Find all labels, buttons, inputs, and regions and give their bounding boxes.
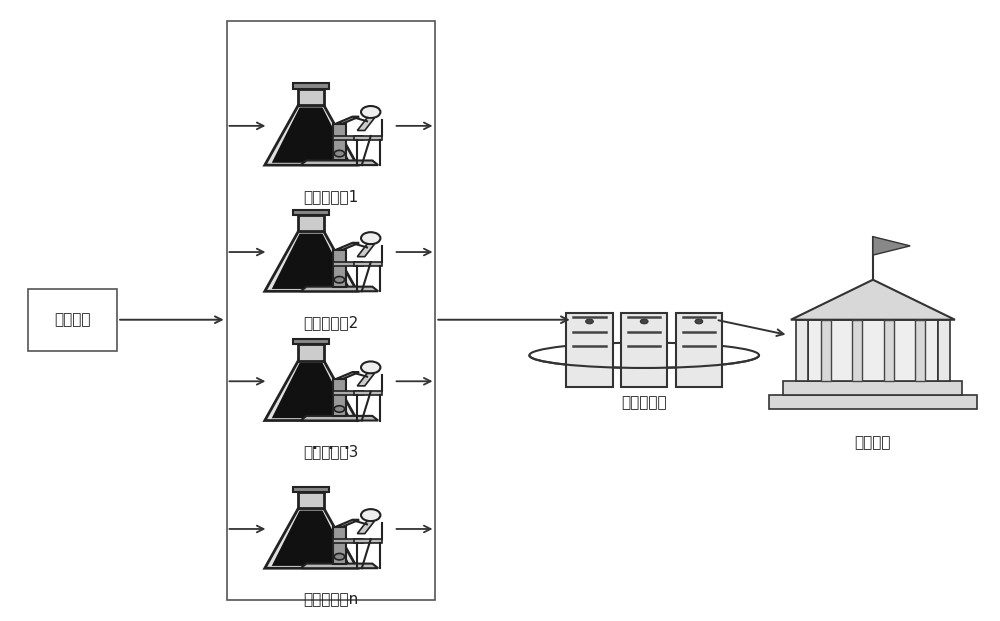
Polygon shape (301, 160, 378, 165)
FancyBboxPatch shape (821, 320, 831, 381)
Polygon shape (272, 510, 350, 566)
FancyBboxPatch shape (884, 320, 894, 381)
Polygon shape (354, 136, 382, 140)
FancyBboxPatch shape (566, 313, 613, 388)
Polygon shape (336, 520, 359, 527)
Circle shape (334, 553, 345, 560)
Polygon shape (333, 124, 346, 160)
Polygon shape (333, 539, 363, 543)
Polygon shape (298, 345, 324, 361)
Polygon shape (336, 117, 359, 124)
Polygon shape (791, 279, 955, 320)
Circle shape (334, 150, 345, 156)
Polygon shape (336, 243, 359, 250)
Polygon shape (265, 231, 357, 291)
Polygon shape (333, 391, 363, 395)
Polygon shape (354, 391, 382, 395)
Polygon shape (301, 416, 378, 420)
FancyBboxPatch shape (796, 320, 808, 381)
Polygon shape (293, 83, 329, 89)
FancyBboxPatch shape (769, 395, 977, 409)
Circle shape (334, 276, 345, 283)
FancyBboxPatch shape (676, 313, 722, 388)
FancyBboxPatch shape (938, 320, 950, 381)
Polygon shape (333, 379, 346, 416)
Polygon shape (301, 287, 378, 291)
Ellipse shape (529, 343, 759, 368)
Text: · · ·: · · · (311, 437, 351, 461)
Text: 检测样本: 检测样本 (54, 312, 91, 327)
Polygon shape (272, 233, 350, 289)
Text: 数据云平台: 数据云平台 (621, 396, 667, 410)
Circle shape (361, 106, 380, 118)
Polygon shape (265, 105, 357, 165)
Polygon shape (301, 564, 378, 568)
Polygon shape (354, 539, 382, 543)
FancyBboxPatch shape (852, 320, 862, 381)
FancyBboxPatch shape (227, 21, 435, 600)
Text: 医学实验室1: 医学实验室1 (303, 189, 359, 204)
Polygon shape (333, 250, 346, 287)
Polygon shape (293, 209, 329, 215)
Circle shape (334, 406, 345, 412)
Polygon shape (293, 339, 329, 345)
Polygon shape (298, 215, 324, 231)
FancyBboxPatch shape (915, 320, 925, 381)
Polygon shape (333, 262, 363, 266)
Polygon shape (265, 508, 357, 568)
Polygon shape (336, 372, 359, 379)
Polygon shape (272, 363, 350, 418)
Polygon shape (293, 486, 329, 492)
Polygon shape (333, 527, 346, 564)
FancyBboxPatch shape (621, 313, 667, 388)
Polygon shape (357, 521, 374, 533)
Polygon shape (298, 492, 324, 508)
Circle shape (695, 319, 703, 324)
Polygon shape (357, 373, 374, 386)
FancyBboxPatch shape (783, 381, 962, 395)
Circle shape (361, 361, 380, 373)
Circle shape (640, 319, 648, 324)
Polygon shape (298, 89, 324, 105)
Text: 医学实验室3: 医学实验室3 (303, 445, 359, 460)
Text: 医学实验室n: 医学实验室n (303, 592, 359, 607)
Circle shape (361, 232, 380, 244)
Polygon shape (333, 136, 363, 140)
Polygon shape (357, 118, 374, 130)
Circle shape (361, 509, 380, 521)
Polygon shape (357, 244, 374, 256)
Polygon shape (873, 237, 910, 255)
Text: 质量中心: 质量中心 (855, 435, 891, 450)
FancyBboxPatch shape (28, 289, 117, 350)
FancyBboxPatch shape (808, 320, 938, 381)
Polygon shape (354, 262, 382, 266)
Text: 医学实验室2: 医学实验室2 (303, 315, 359, 330)
Circle shape (586, 319, 593, 324)
Polygon shape (272, 107, 350, 163)
Polygon shape (265, 361, 357, 420)
